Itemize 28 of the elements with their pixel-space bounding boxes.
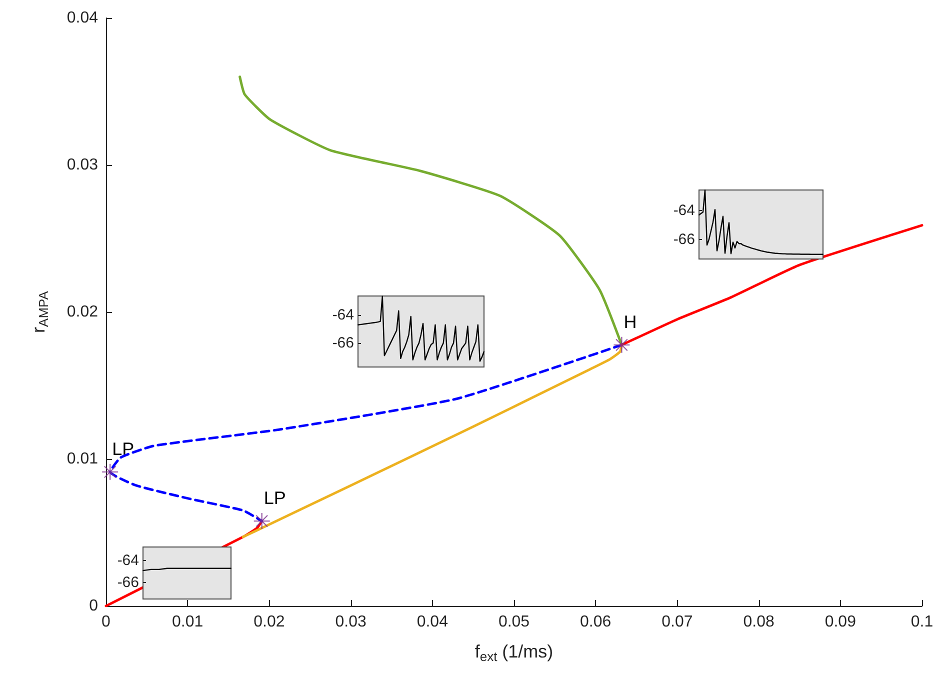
- y-tick-label: 0.03: [66, 156, 98, 174]
- y-tick-label: -66: [332, 334, 354, 352]
- x-tick-label: 0.1: [910, 614, 934, 630]
- x-tick-label: 0.08: [743, 614, 774, 630]
- x-tick-label: 0.02: [254, 614, 285, 630]
- line-series: [357, 296, 485, 362]
- point: [614, 336, 630, 353]
- x-tick-label: 0: [102, 614, 111, 630]
- line-series: [698, 189, 824, 256]
- x-tick-label: 0.07: [662, 614, 693, 630]
- x-tick-label: 0.05: [498, 614, 530, 630]
- x-tick-label: 0.06: [580, 614, 612, 630]
- y-tick-label: -64: [117, 552, 139, 570]
- y-axis-title: rAMPA: [28, 290, 51, 333]
- annotation: H: [624, 312, 637, 332]
- annotation: LP: [112, 438, 134, 459]
- annotation: LP: [264, 488, 286, 508]
- y-tick-label: -66: [673, 230, 695, 248]
- x-tick-label: 0.04: [416, 614, 448, 630]
- x-tick-label: 0.01: [172, 614, 204, 630]
- x-tick-label: 0.09: [824, 614, 856, 630]
- y-tick-label: -66: [117, 574, 139, 592]
- y-tick-label: 0.02: [66, 304, 98, 320]
- y-tick-label: -64: [332, 306, 354, 324]
- y-tick-label: 0.04: [66, 10, 98, 26]
- y-tick-label: 0.01: [66, 450, 98, 468]
- y-tick-label: -64: [673, 202, 695, 220]
- y-tick-label: 0: [89, 598, 98, 614]
